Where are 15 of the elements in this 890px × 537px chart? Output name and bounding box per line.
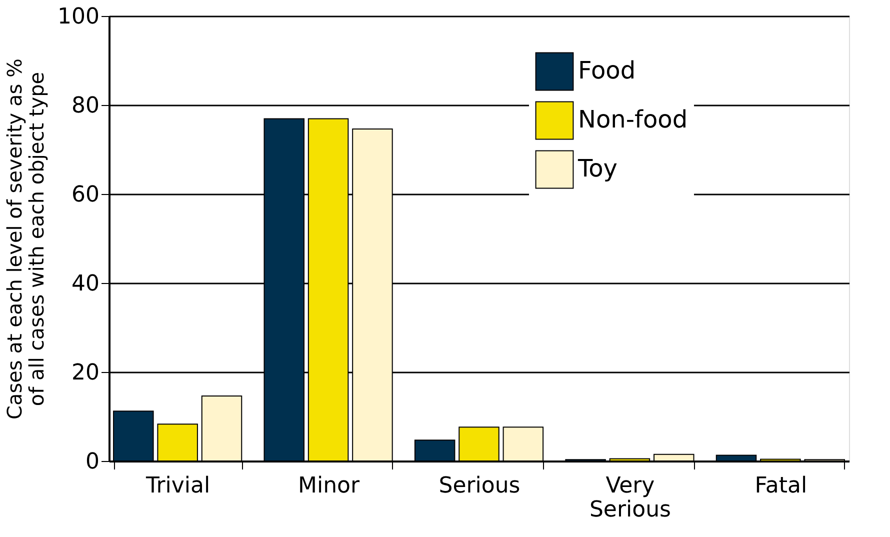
y-tick-label: 80 [72, 94, 100, 118]
y-tick-label: 20 [72, 360, 100, 386]
y-tick-label: 60 [72, 182, 100, 208]
y-tick-label: 100 [58, 4, 100, 30]
x-tick-label: Trivial [145, 474, 210, 498]
y-tick-label: 0 [86, 450, 100, 474]
legend-label: Toy [577, 154, 618, 182]
x-tick-label: Minor [298, 474, 361, 498]
legend-label: Food [578, 56, 636, 84]
x-tick-label: Fatal [754, 474, 808, 498]
legend-label: Non-food [578, 106, 688, 134]
y-tick-label: 40 [72, 272, 100, 296]
x-tick-label: Serious [438, 474, 520, 498]
x-tick-label: Very Serious [589, 474, 671, 522]
y-axis-title: Cases at each level of severity as % of all cases with each object type [2, 58, 49, 420]
